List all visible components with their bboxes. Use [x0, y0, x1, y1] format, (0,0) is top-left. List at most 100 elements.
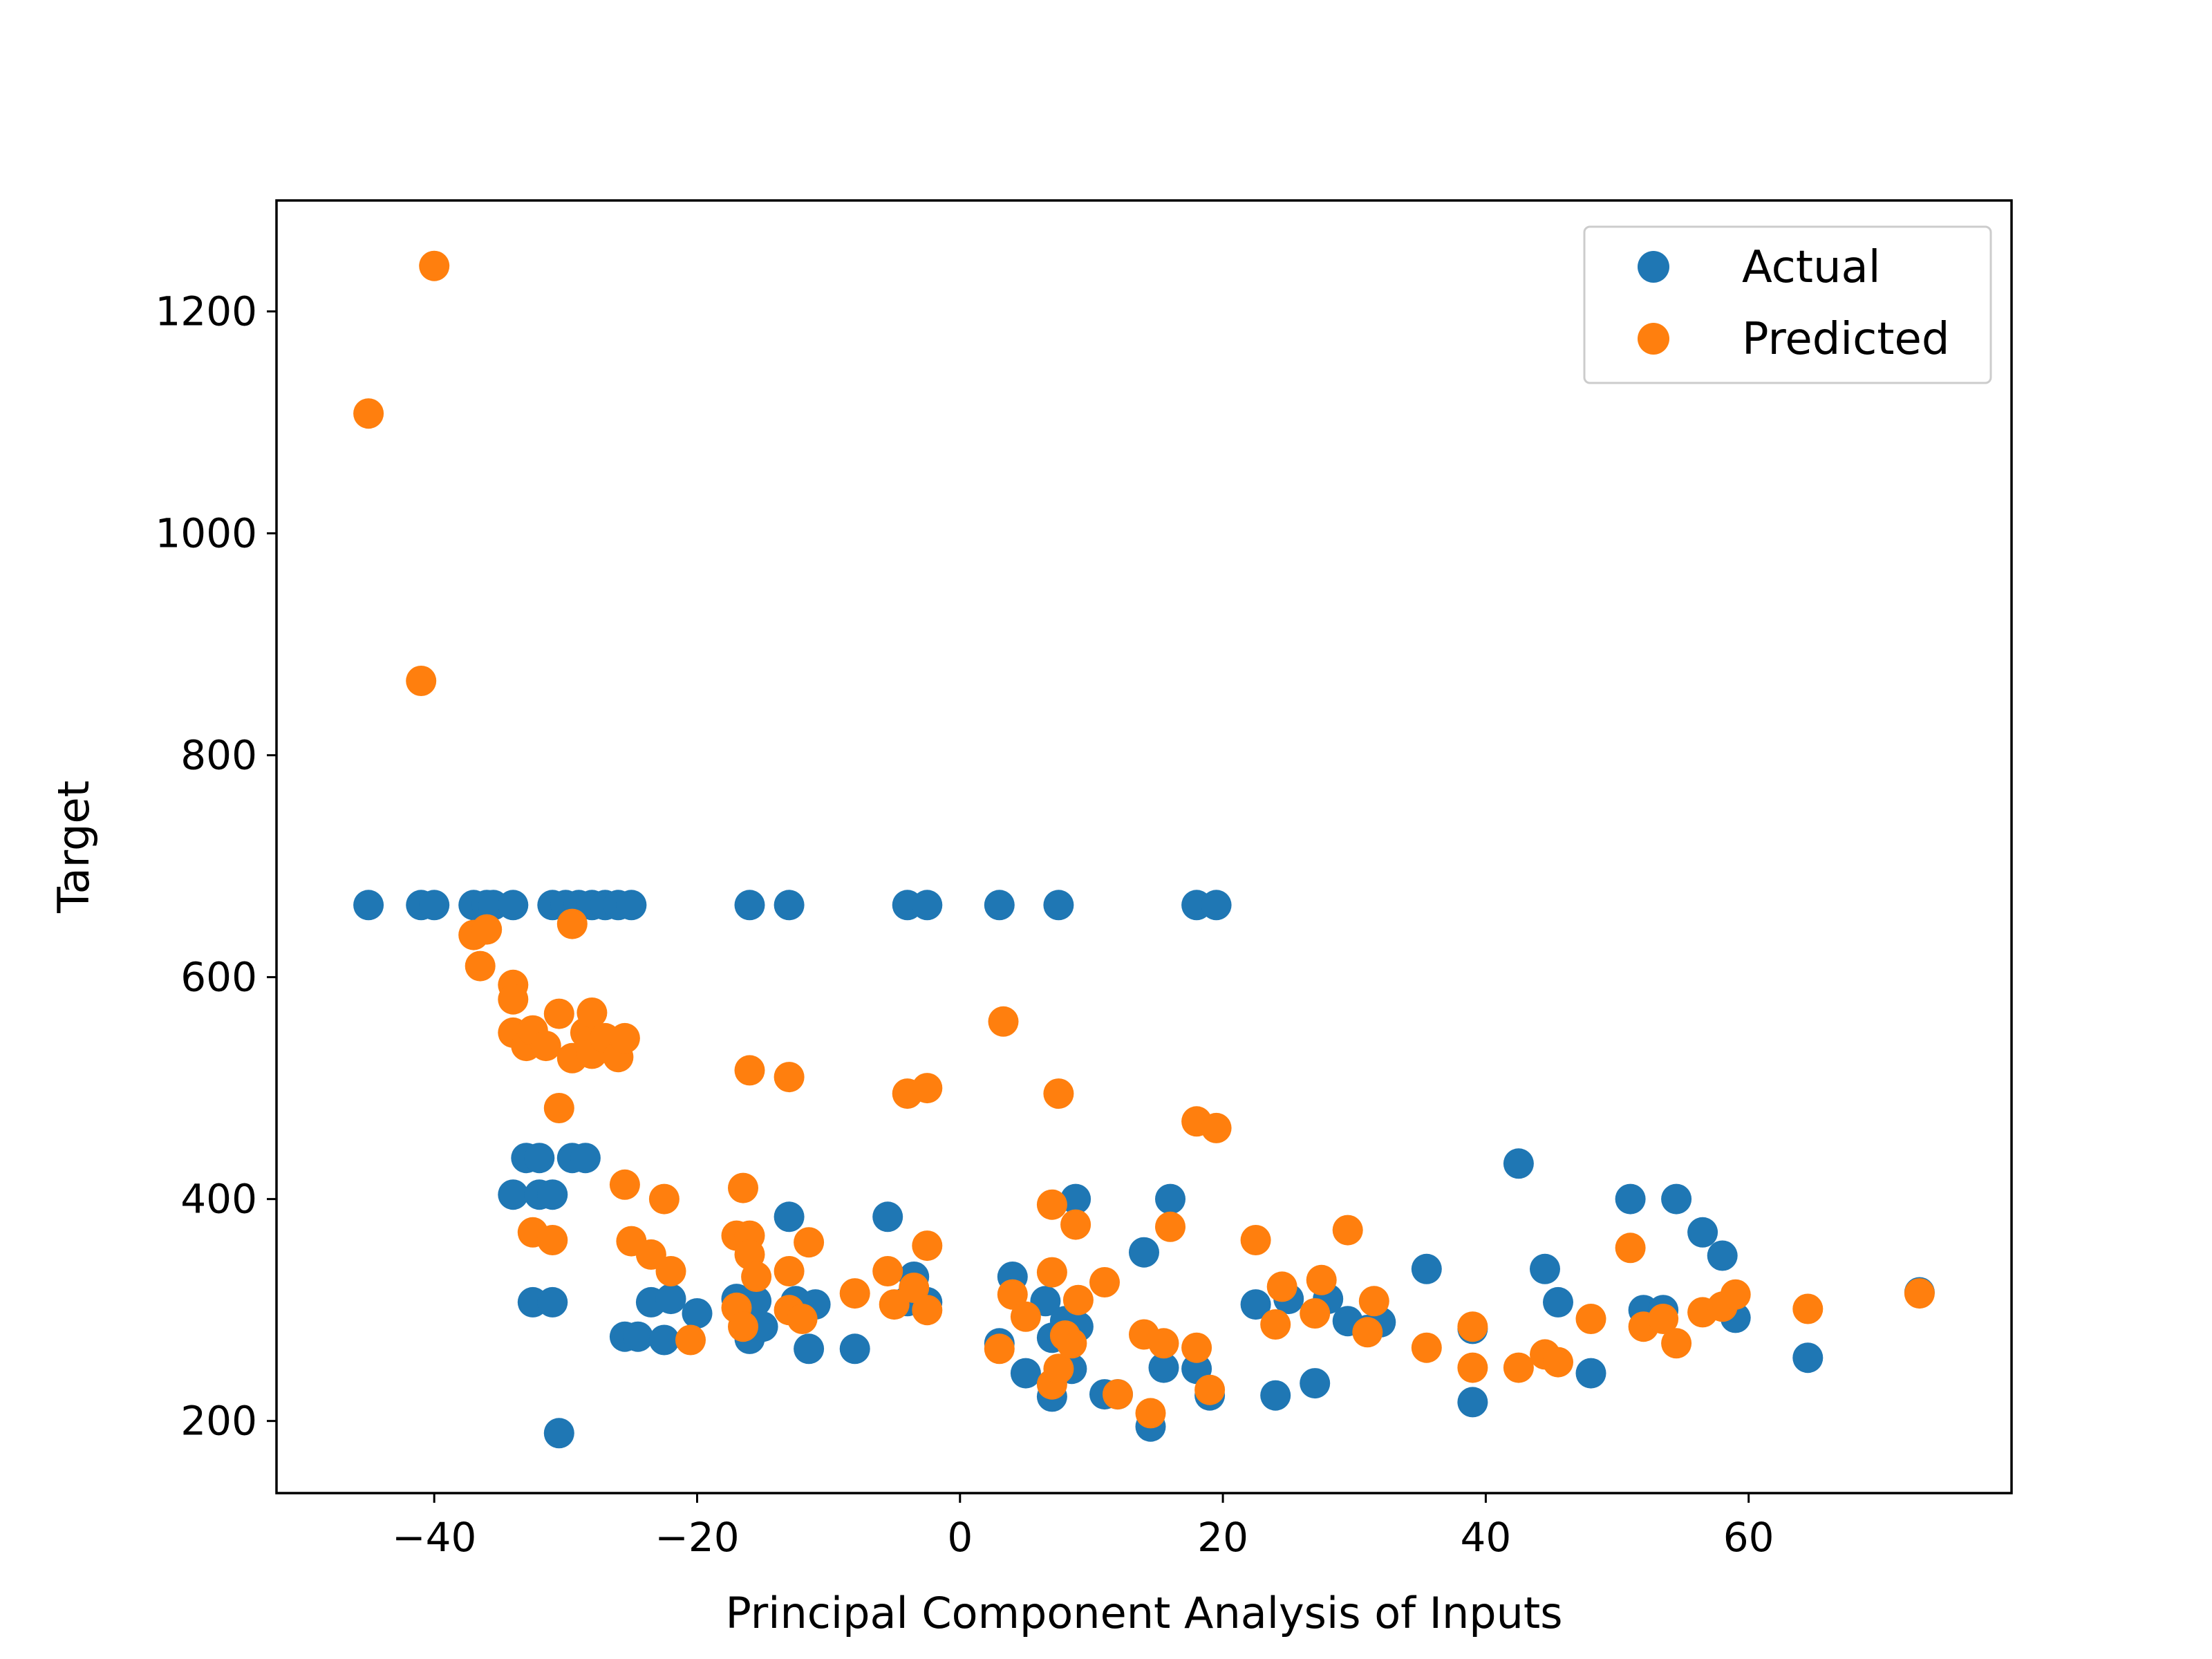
x-tick-label-0: −40 [392, 1514, 476, 1561]
predicted-point-84 [1457, 1352, 1488, 1383]
predicted-point-56 [1036, 1257, 1067, 1288]
predicted-point-29 [675, 1324, 706, 1356]
predicted-point-11 [530, 1031, 561, 1062]
predicted-point-59 [1043, 1353, 1074, 1385]
predicted-point-36 [741, 1262, 772, 1292]
predicted-point-80 [1352, 1317, 1383, 1348]
y-tick-label-5: 1200 [155, 288, 257, 335]
actual-point-65 [1148, 1352, 1179, 1383]
points-layer [353, 250, 1935, 1449]
predicted-point-73 [1201, 1112, 1232, 1143]
x-tick-label-1: −20 [655, 1514, 739, 1561]
y-tick-label-0: 200 [180, 1398, 257, 1445]
predicted-point-1 [353, 398, 384, 429]
actual-point-15 [774, 890, 805, 921]
actual-point-59 [1060, 1183, 1091, 1215]
actual-point-66 [1155, 1183, 1185, 1215]
actual-point-14 [734, 890, 765, 921]
actual-point-84 [1615, 1183, 1646, 1215]
predicted-point-52 [988, 1006, 1019, 1037]
actual-point-80 [1503, 1148, 1534, 1179]
actual-point-81 [1530, 1253, 1560, 1284]
actual-point-0 [353, 890, 384, 921]
predicted-point-92 [1661, 1328, 1692, 1359]
predicted-point-72 [1194, 1374, 1226, 1405]
predicted-point-0 [419, 250, 450, 281]
predicted-point-33 [728, 1172, 758, 1203]
actual-point-26 [498, 1179, 529, 1210]
predicted-point-89 [1615, 1232, 1646, 1264]
predicted-point-71 [1181, 1332, 1212, 1363]
actual-point-36 [682, 1298, 713, 1329]
predicted-point-83 [1457, 1311, 1488, 1342]
predicted-point-95 [1720, 1279, 1751, 1310]
predicted-point-79 [1332, 1215, 1363, 1246]
y-axis-label: Target [48, 780, 99, 914]
actual-point-82 [1543, 1286, 1573, 1318]
predicted-point-14 [556, 908, 588, 939]
actual-point-53 [1010, 1358, 1041, 1389]
actual-point-30 [537, 1286, 568, 1318]
actual-point-87 [1661, 1183, 1692, 1215]
actual-point-70 [1260, 1380, 1291, 1411]
actual-point-69 [1240, 1289, 1271, 1320]
predicted-point-53 [997, 1279, 1028, 1310]
predicted-point-5 [465, 950, 496, 982]
x-tick-label-4: 40 [1460, 1514, 1511, 1561]
predicted-point-61 [1056, 1328, 1087, 1359]
actual-point-25 [570, 1143, 601, 1174]
actual-point-34 [655, 1284, 686, 1315]
actual-point-45 [839, 1333, 870, 1365]
predicted-point-85 [1503, 1352, 1534, 1383]
predicted-point-13 [543, 1093, 574, 1123]
actual-point-50 [543, 1418, 574, 1449]
predicted-point-42 [794, 1227, 825, 1258]
predicted-point-2 [406, 666, 437, 696]
predicted-point-64 [1089, 1267, 1120, 1297]
predicted-point-43 [839, 1278, 870, 1309]
y-tick-label-2: 600 [180, 954, 257, 1001]
legend-label-actual: Actual [1742, 242, 1881, 293]
y-tick-label-1: 400 [180, 1176, 257, 1223]
legend-marker-predicted [1638, 323, 1669, 355]
predicted-point-69 [1155, 1211, 1185, 1242]
predicted-point-54 [1010, 1301, 1041, 1332]
predicted-point-48 [912, 1073, 943, 1104]
predicted-point-24 [609, 1169, 640, 1200]
actual-point-18 [984, 890, 1015, 921]
x-tick-label-3: 20 [1197, 1514, 1248, 1561]
predicted-point-68 [1148, 1328, 1179, 1359]
actual-point-46 [872, 1201, 903, 1232]
actual-point-32 [622, 1321, 653, 1352]
actual-point-35 [648, 1324, 679, 1356]
y-tick-label-3: 800 [180, 732, 257, 779]
actual-point-28 [537, 1179, 568, 1210]
x-tick-label-2: 0 [947, 1514, 973, 1561]
actual-point-89 [1707, 1240, 1738, 1271]
x-axis-label: Principal Component Analysis of Inputs [725, 1588, 1562, 1638]
predicted-point-50 [912, 1295, 943, 1326]
predicted-point-17 [577, 997, 608, 1028]
actual-point-23 [524, 1143, 555, 1174]
predicted-point-44 [872, 1256, 903, 1286]
actual-point-13 [616, 890, 647, 921]
predicted-point-91 [1648, 1304, 1679, 1334]
legend-label-predicted: Predicted [1742, 314, 1949, 365]
predicted-point-77 [1300, 1298, 1331, 1329]
predicted-point-32 [728, 1311, 758, 1342]
predicted-point-27 [648, 1183, 679, 1215]
predicted-point-28 [655, 1256, 686, 1286]
predicted-point-82 [1411, 1332, 1442, 1363]
predicted-point-12 [543, 998, 574, 1029]
predicted-point-65 [1103, 1379, 1133, 1410]
actual-point-91 [1792, 1342, 1824, 1374]
legend: Actual Predicted [1583, 225, 1992, 384]
actual-point-88 [1687, 1217, 1718, 1248]
predicted-point-63 [1062, 1284, 1094, 1315]
actual-point-63 [1129, 1237, 1159, 1268]
predicted-point-62 [1060, 1209, 1091, 1240]
legend-marker-actual [1638, 251, 1669, 283]
predicted-point-81 [1358, 1286, 1389, 1317]
predicted-point-51 [984, 1333, 1015, 1365]
